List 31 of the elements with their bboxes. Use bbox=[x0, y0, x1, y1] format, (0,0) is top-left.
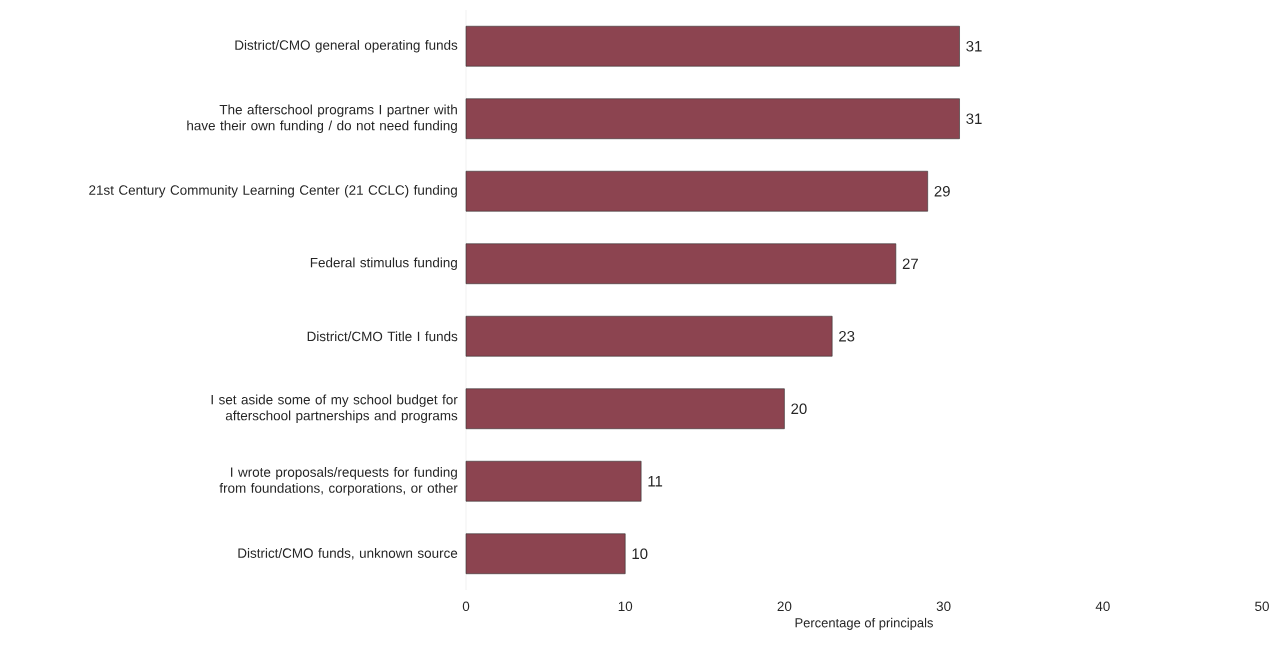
bar bbox=[465, 460, 642, 502]
bar bbox=[465, 170, 928, 212]
bar bbox=[465, 25, 960, 67]
x-tick-label: 50 bbox=[1255, 601, 1269, 612]
bar bbox=[465, 98, 960, 140]
x-tick-label: 40 bbox=[1095, 601, 1110, 612]
bar bbox=[465, 388, 785, 430]
x-axis-title: Percentage of principals bbox=[795, 617, 933, 630]
x-tick-label: 0 bbox=[462, 601, 470, 612]
data-label: 27 bbox=[902, 258, 918, 269]
bar bbox=[465, 315, 833, 357]
x-tick-label: 10 bbox=[618, 601, 633, 612]
y-tick-label: District/CMO funds, unknown source bbox=[238, 548, 458, 560]
data-label: 23 bbox=[839, 330, 855, 342]
y-tick-label: 21st Century Community Learning Center (21 CCLC) funding bbox=[89, 184, 457, 198]
data-label: 11 bbox=[648, 476, 663, 487]
bar bbox=[465, 243, 897, 285]
data-label: 29 bbox=[934, 185, 950, 197]
y-tick-label: I set aside some of my school budget for afterschool partnerships and programs bbox=[211, 394, 458, 423]
y-tick-label: District/CMO Title I funds bbox=[307, 331, 458, 342]
y-tick-label: I wrote proposals/requests for funding from foundations, corporations, or other bbox=[219, 467, 458, 496]
y-tick-label: District/CMO general operating funds bbox=[235, 39, 458, 53]
x-tick-label: 30 bbox=[936, 601, 951, 612]
y-tick-label: Federal stimulus funding bbox=[310, 257, 457, 271]
x-tick-label: 20 bbox=[777, 601, 792, 612]
bar bbox=[465, 533, 626, 575]
data-label: 31 bbox=[966, 40, 982, 52]
data-label: 31 bbox=[966, 113, 982, 125]
y-tick-label: The afterschool programs I partner with have their own funding / do not need funding bbox=[187, 104, 457, 133]
data-label: 20 bbox=[791, 403, 807, 415]
data-label: 10 bbox=[632, 548, 648, 560]
